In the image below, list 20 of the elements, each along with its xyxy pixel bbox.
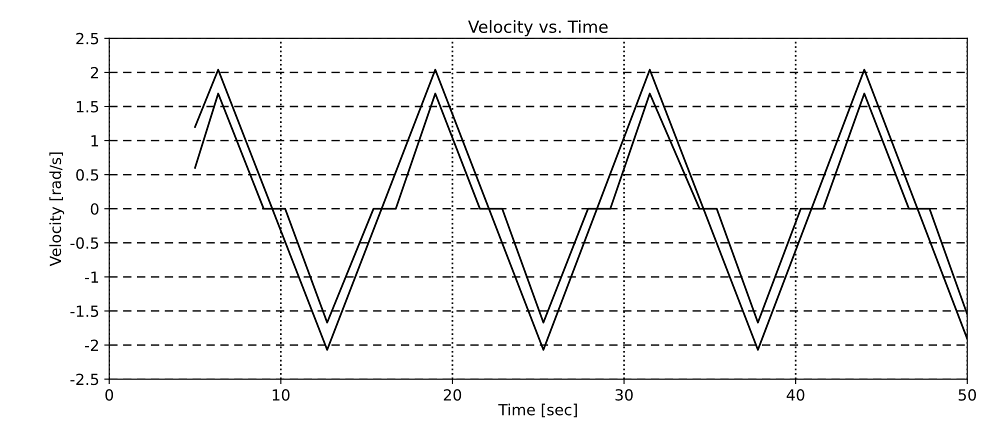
y-tick-label: -2 (85, 340, 98, 351)
chart-title: Velocity vs. Time (468, 20, 608, 36)
x-tick-label: 10 (272, 389, 290, 401)
y-tick-label: 2 (90, 66, 98, 78)
y-tick-label: -1.5 (70, 306, 98, 317)
y-tick-label: -2.5 (70, 374, 98, 386)
y-axis-title: Velocity [rad/s] (49, 152, 64, 266)
x-tick-label: 50 (958, 389, 976, 401)
y-tick-label: 2.5 (76, 32, 98, 44)
y-tick-label: -0.5 (70, 237, 98, 249)
y-tick-label: -1 (85, 272, 98, 283)
x-axis-title: Time [sec] (498, 404, 577, 418)
x-tick-label: 0 (105, 389, 114, 401)
y-tick-label: 0 (90, 203, 98, 215)
y-tick-label: 0.5 (76, 169, 98, 181)
x-tick-label: 30 (615, 389, 633, 401)
x-tick-label: 20 (444, 389, 462, 401)
y-tick-label: 1.5 (76, 101, 98, 113)
y-tick-label: 1 (91, 135, 98, 146)
x-tick-label: 40 (786, 389, 804, 401)
